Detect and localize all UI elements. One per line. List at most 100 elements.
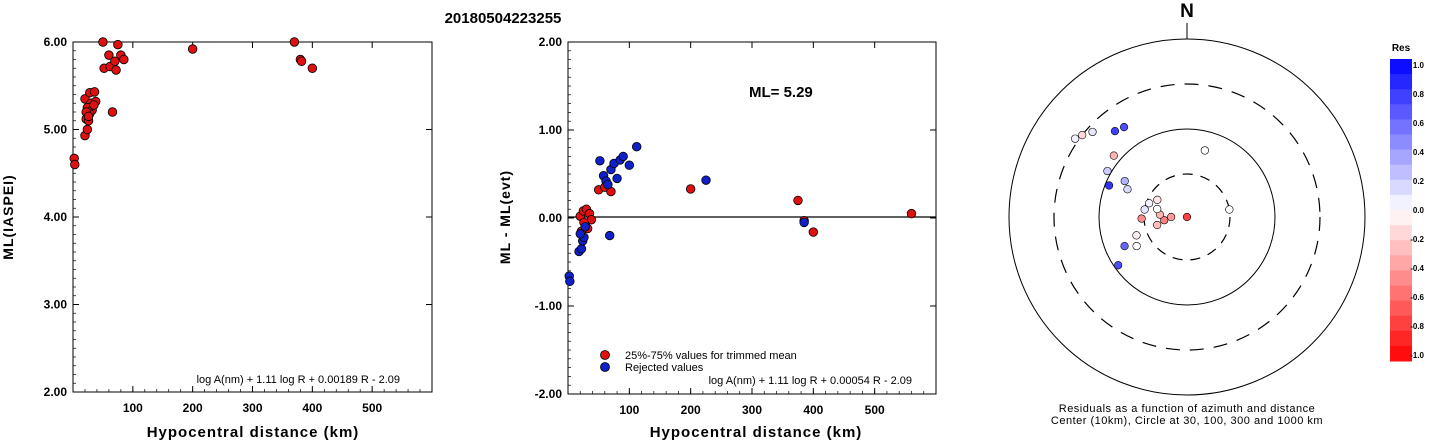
data-point [70,159,80,170]
x-tick-label: 100 [123,401,143,415]
rejected-point [580,222,590,232]
y-tick-label: 0.00 [539,211,563,225]
station-point [1132,241,1141,251]
legend-label-trimmed: 25%-75% values for trimmed mean [625,350,797,362]
figure-title: 20180504223255 [445,10,562,27]
colorbar-tick-label: 0.0 [1413,206,1425,215]
data-point [98,37,108,47]
data-point [89,100,99,110]
y-tick-label: 2.00 [539,35,563,49]
y-axis-label: ML - ML(evt) [497,170,513,264]
colorbar-cell [1390,89,1412,105]
colorbar-cell [1390,315,1412,332]
caption-line-2: Center (10km), Circle at 30, 100, 300 an… [1051,415,1323,427]
y-tick-label: -2.00 [535,387,563,401]
trimmed-point [808,227,819,237]
colorbar-cell [1390,164,1412,181]
trimmed-point [685,184,696,194]
y-axis: -2.00 -1.00 0.00 1.00 2.00 [535,35,936,401]
colorbar-tick-label: 0.2 [1413,177,1425,186]
colorbar-cell [1390,119,1412,135]
station-point [1167,212,1176,222]
rejected-point [565,276,575,287]
x-axis: 100 200 300 400 500 [579,42,925,417]
y-tick-label: 3.00 [44,298,68,312]
x-axis-label: Hypocentral distance (km) [650,424,863,441]
north-label: N [1180,1,1194,22]
rejected-point [576,244,587,254]
station-point [1137,214,1146,223]
station-point [1120,176,1129,186]
y-tick-label: 4.00 [44,210,68,224]
data-point [187,44,198,54]
data-point [119,54,129,65]
data-points [564,142,917,287]
station-point [1160,216,1169,225]
colorbar-cell [1390,104,1412,120]
colorbar-cell [1390,225,1412,241]
x-tick-label: 500 [865,403,885,417]
data-point [83,111,94,122]
legend: 25%-75% values for trimmed mean Rejected… [600,350,797,374]
y-axis: 2.00 3.00 4.00 5.00 6.00 [44,35,432,399]
colorbar-cell [1390,134,1412,151]
residual-colorbar: Res 1.0 0.8 0.6 0.4 0.2 0.0 -0.2 -0.4 -0.6 -0.8 -1… [1390,43,1425,362]
colorbar-cell [1390,149,1412,166]
station-point [1153,220,1162,230]
colorbar-cell [1390,59,1412,75]
residual-vs-distance-chart: -2.00 -1.00 0.00 1.00 2.00 100 200 300 400 500 M… [497,35,937,441]
station-point [1110,127,1120,136]
colorbar-title: Res [1392,43,1411,54]
data-point [104,50,114,60]
colorbar-tick-label: 1.0 [1413,61,1425,70]
caption-line-1: Residuals as a function of azimuth and d… [1059,403,1315,415]
y-axis-label: ML(IASPEI) [0,174,16,259]
colorbar-cell [1390,270,1412,286]
colorbar-cell [1390,330,1412,347]
y-tick-label: 1.00 [539,123,563,137]
colorbar-cell [1390,255,1412,271]
colorbar-cell [1390,300,1412,317]
colorbar-tick-label: -0.4 [1410,264,1424,273]
data-point [89,87,100,97]
plot-frame [72,41,433,393]
colorbar-cell [1390,179,1412,196]
station-point [1123,185,1132,194]
station-point [1225,205,1234,214]
legend-label-rejected: Rejected values [625,362,704,374]
station-point [1071,134,1080,143]
y-tick-label: 5.00 [44,123,68,137]
data-point [82,124,93,135]
colorbar-cell [1390,194,1412,211]
data-point [113,39,123,50]
data-point [289,37,300,47]
x-tick-label: 400 [803,403,823,417]
colorbar-tick-label: -0.2 [1410,235,1424,244]
station-point [1182,212,1192,222]
data-points [69,37,318,170]
station-point [1103,166,1112,176]
data-point [296,56,307,66]
station-point [1120,242,1129,251]
station-point [1119,123,1129,132]
data-point [307,63,318,73]
station-point [1145,199,1154,208]
y-tick-label: 6.00 [44,35,68,49]
formula-label: log A(nm) + 1.11 log R + 0.00189 R - 2.0… [197,374,400,386]
y-tick-label: 2.00 [44,385,68,399]
ring-300km [1053,83,1321,351]
colorbar-cells [1390,59,1412,362]
x-tick-label: 100 [619,403,639,417]
rejected-point [624,160,635,170]
rejected-point [605,230,615,241]
trimmed-point [793,195,803,206]
trimmed-point [906,208,917,219]
station-point [1078,131,1087,140]
data-point [110,56,120,66]
colorbar-cell [1390,345,1412,362]
colorbar-tick-label: -1.0 [1410,351,1424,360]
rejected-point [612,173,622,184]
colorbar-tick-label: -0.8 [1410,322,1424,331]
colorbar-ticks: 1.0 0.8 0.6 0.4 0.2 0.0 -0.2 -0.4 -0.6 -0.8 -1.0 [1410,61,1424,360]
